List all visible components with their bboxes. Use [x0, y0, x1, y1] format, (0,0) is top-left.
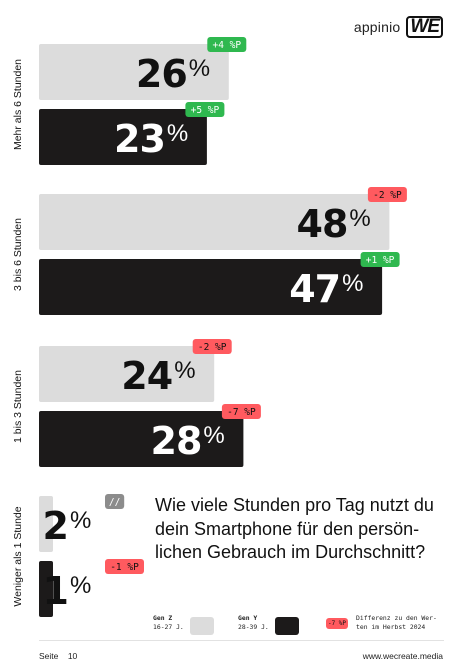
- legend-gen-y-swatch: [275, 617, 299, 635]
- diff-badge-0-0: [207, 37, 247, 52]
- category-label-1: 3 bis 6 Stunden: [12, 218, 24, 291]
- value-label-2-0: 24: [121, 354, 172, 398]
- diff-badge-3-1: [105, 559, 144, 574]
- diff-badge-0-1: [185, 102, 225, 117]
- bar-2-0: [39, 346, 215, 402]
- value-unit-1-0: %: [349, 205, 370, 232]
- diff-label-1-1: +1 %P: [366, 255, 395, 266]
- legend-gen-z-swatch: [190, 617, 214, 635]
- value-label-0-0: 26: [136, 52, 187, 96]
- category-label-3: Weniger als 1 Stunde: [12, 506, 24, 606]
- diff-badge-1-0: [367, 187, 407, 202]
- bar-0-1: [39, 109, 207, 165]
- brand-mark: WE: [406, 16, 443, 38]
- value-label-0-1: 23: [114, 117, 165, 161]
- diff-badge-2-1: [221, 404, 261, 419]
- diff-badge-2-0: [192, 339, 232, 354]
- value-unit-3-0: %: [70, 507, 91, 534]
- legend-gen-y-age: 28-39 J.: [238, 623, 269, 631]
- diff-label-2-1: -7 %P: [227, 407, 256, 418]
- diff-label-2-0: -2 %P: [198, 342, 227, 353]
- value-label-2-1: 28: [151, 419, 202, 463]
- value-label-1-0: 48: [297, 202, 348, 246]
- legend-gen-z: Gen Z 16-27 J.: [153, 614, 184, 632]
- footer-url: www.wecreate.media: [362, 651, 443, 661]
- diff-label-3-0: //: [109, 497, 120, 508]
- legend-gen-z-age: 16-27 J.: [153, 623, 184, 631]
- legend-gen-y-name: Gen Y: [238, 614, 258, 622]
- value-unit-2-0: %: [174, 357, 195, 384]
- legend-diff-line2: ten im Herbst 2024: [356, 623, 426, 631]
- value-unit-1-1: %: [342, 270, 363, 297]
- legend-gen-z-name: Gen Z: [153, 614, 173, 622]
- value-label-1-1: 47: [289, 267, 340, 311]
- legend-gen-y: Gen Y 28-39 J.: [238, 614, 269, 632]
- bar-1-0: [39, 194, 390, 250]
- bar-0-0: [39, 44, 229, 100]
- diff-label-3-1: -1 %P: [110, 562, 139, 573]
- value-label-3-1: 1: [43, 569, 68, 613]
- diff-label-0-0: +4 %P: [212, 40, 241, 51]
- footer-divider: [39, 640, 444, 641]
- category-label-0: Mehr als 6 Stunden: [12, 59, 24, 150]
- bar-3-1: [39, 561, 53, 617]
- legend-diff-badge: -7 %P: [326, 618, 348, 629]
- footer-page: Seite 10: [39, 651, 77, 661]
- brand-logo: appinio WE: [354, 16, 443, 38]
- diff-label-1-0: -2 %P: [373, 190, 402, 201]
- legend-diff-text: Differenz zu den Wer- ten im Herbst 2024: [356, 614, 437, 632]
- diff-badge-3-0: [105, 494, 125, 509]
- category-label-2: 1 bis 3 Stunden: [12, 370, 24, 443]
- value-unit-0-1: %: [167, 120, 188, 147]
- value-unit-3-1: %: [70, 572, 91, 599]
- legend-diff-line1: Differenz zu den Wer-: [356, 614, 437, 622]
- value-unit-0-0: %: [189, 55, 210, 82]
- value-label-3-0: 2: [43, 504, 68, 548]
- brand-name: appinio: [353, 19, 401, 35]
- bar-2-1: [39, 411, 244, 467]
- bar-1-1: [39, 259, 383, 315]
- footer-page-number: 10: [67, 651, 78, 661]
- chart-question: Wie viele Stunden pro Tag nutzt du dein …: [155, 495, 434, 562]
- diff-label-0-1: +5 %P: [191, 105, 220, 116]
- footer-page-label: Seite: [39, 651, 59, 661]
- bar-3-0: [39, 496, 53, 552]
- value-unit-2-1: %: [203, 422, 224, 449]
- diff-badge-1-1: [360, 252, 400, 267]
